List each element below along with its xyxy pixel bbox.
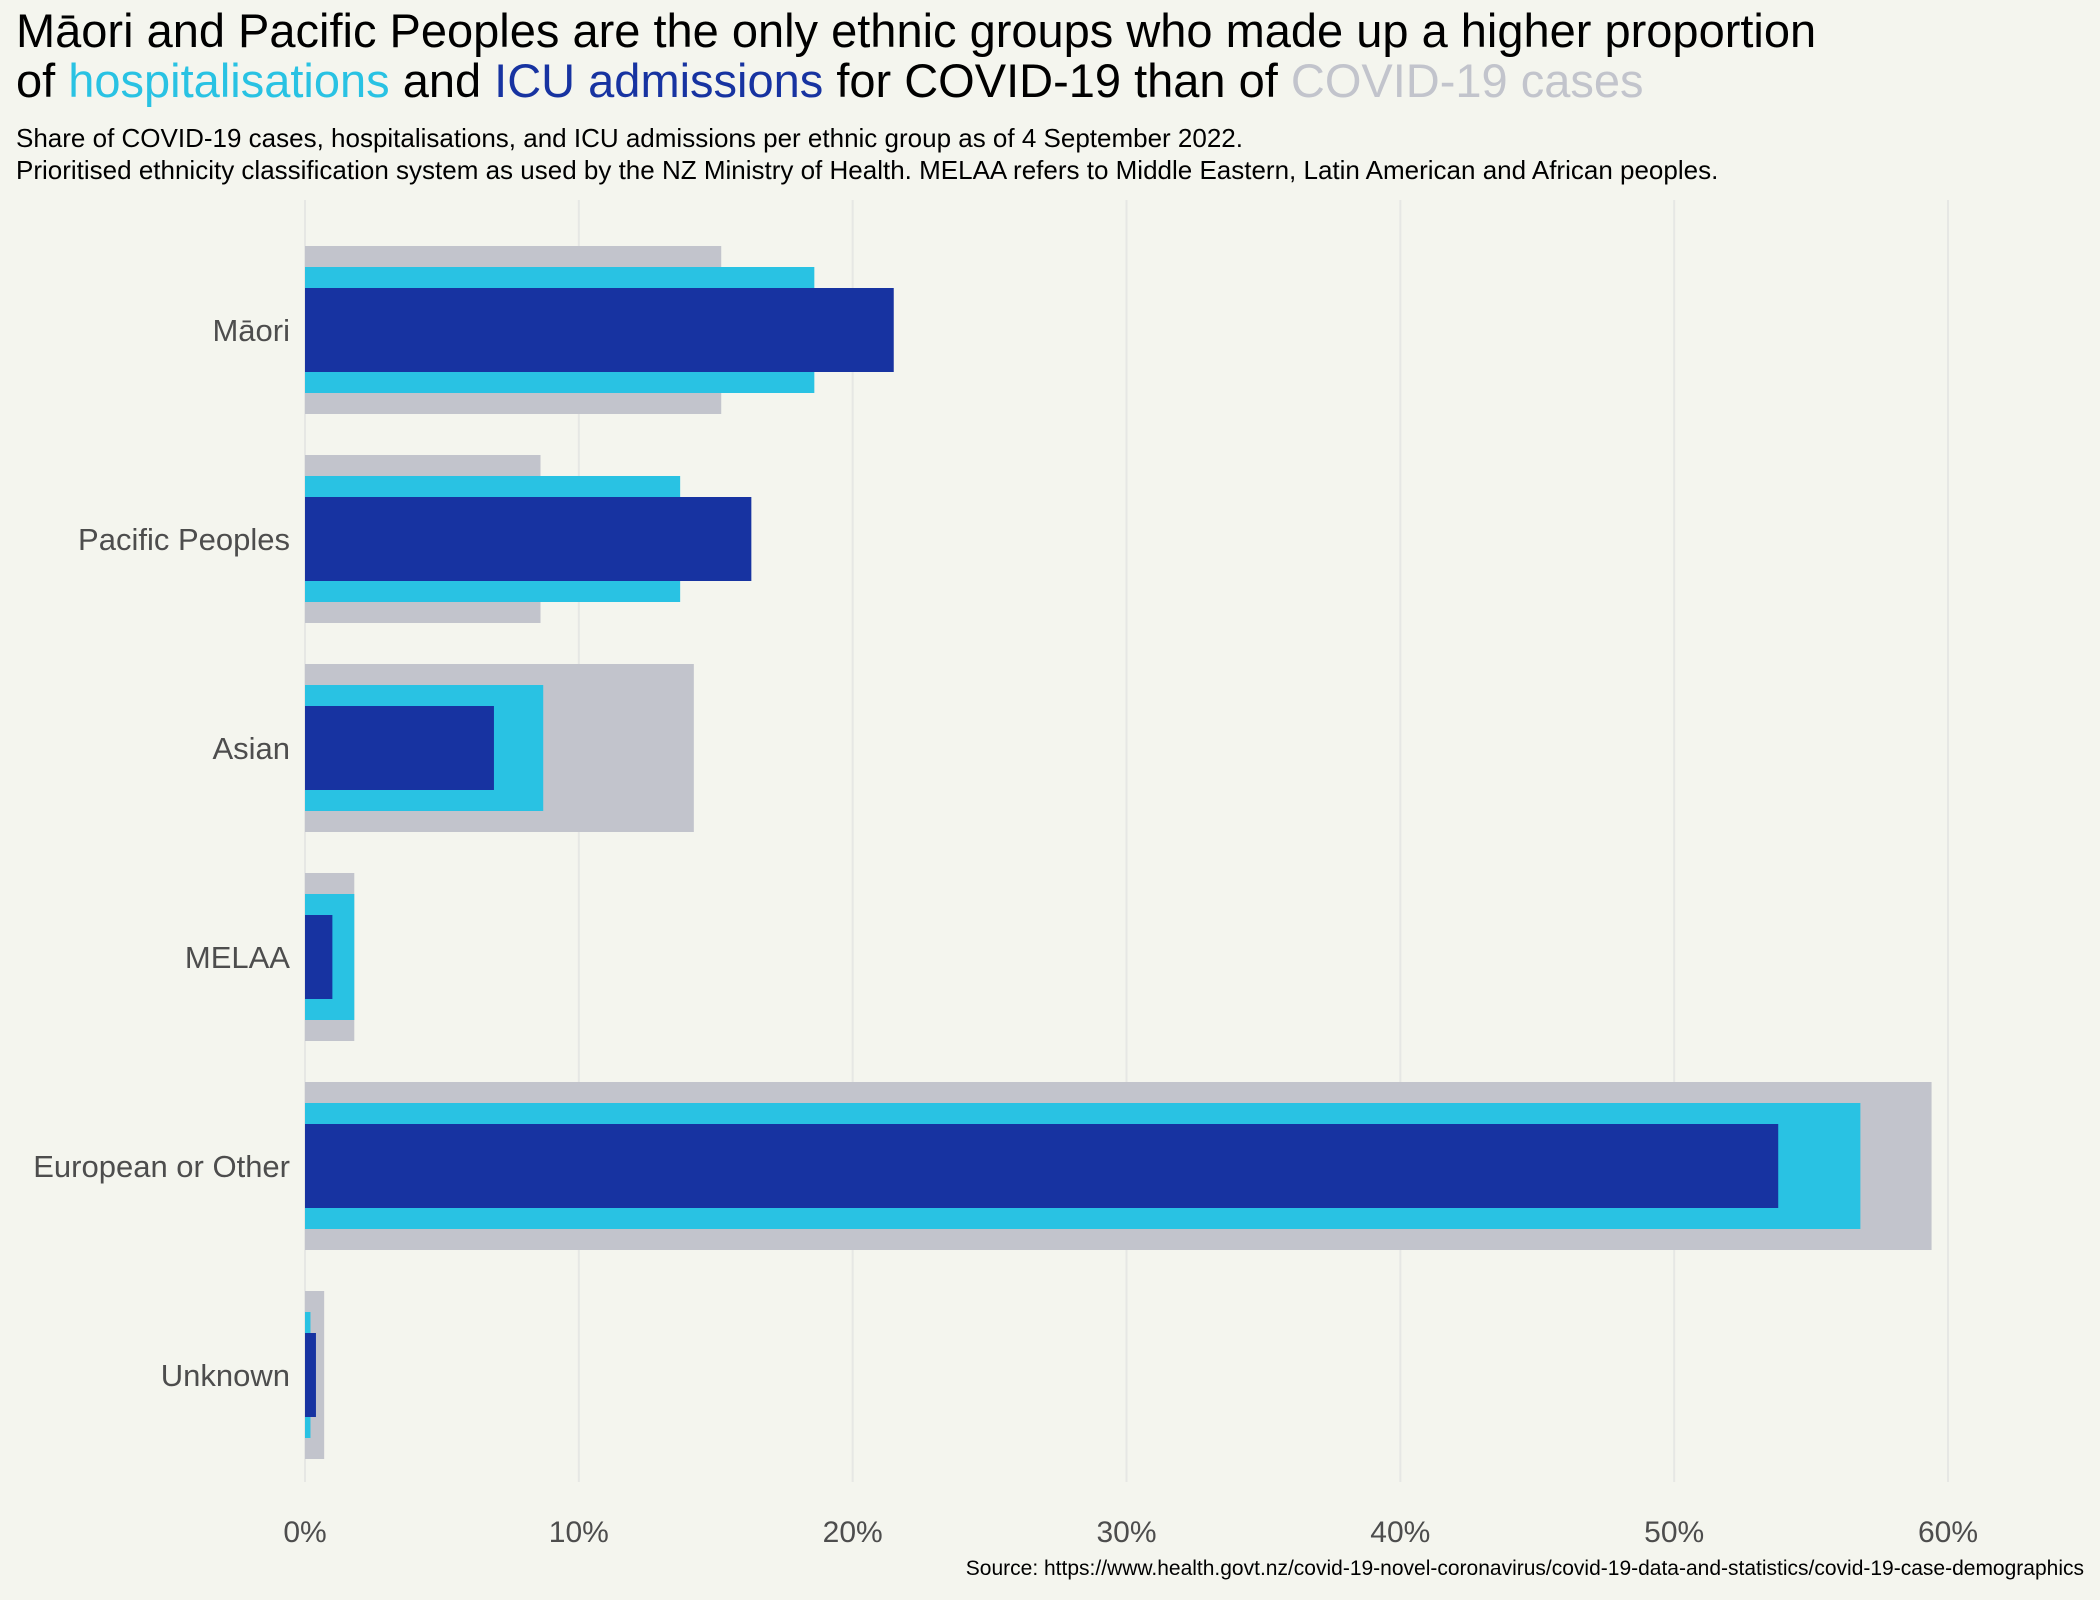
chart-subtitle: Share of COVID-19 cases, hospitalisation… — [16, 122, 2086, 186]
icu-bar — [305, 1124, 1779, 1208]
x-tick-label: 20% — [823, 1516, 883, 1549]
icu-bar — [305, 915, 333, 999]
icu-bar — [305, 706, 494, 790]
subtitle-line1: Share of COVID-19 cases, hospitalisation… — [16, 123, 1243, 153]
title-icu-admissions: ICU admissions — [494, 54, 824, 107]
x-tick-label: 60% — [1918, 1516, 1978, 1549]
title-for: for COVID-19 than of — [836, 54, 1278, 107]
bars — [305, 246, 1932, 1459]
title-and: and — [402, 54, 482, 107]
x-axis-tick-labels: 0% 10% 20% 30% 40% 50% 60% — [283, 1516, 1978, 1549]
x-tick-label: 30% — [1096, 1516, 1156, 1549]
category-label: MELAA — [185, 940, 290, 975]
title-line1: Māori and Pacific Peoples are the only e… — [16, 4, 1817, 57]
category-labels: Māori Pacific Peoples Asian MELAA European o… — [33, 313, 290, 1393]
x-tick-label: 0% — [283, 1516, 326, 1549]
title-covid-cases: COVID-19 cases — [1290, 54, 1644, 107]
subtitle-line2: Prioritised ethnicity classification sys… — [16, 155, 1719, 185]
title-of: of — [16, 54, 56, 107]
category-label: Pacific Peoples — [78, 522, 290, 557]
x-tick-label: 40% — [1370, 1516, 1430, 1549]
icu-bar — [305, 288, 894, 372]
category-label: Unknown — [161, 1358, 290, 1393]
category-label: European or Other — [33, 1149, 290, 1184]
title-hospitalisations: hospitalisations — [68, 54, 390, 107]
icu-bar — [305, 497, 752, 581]
category-label: Māori — [212, 313, 290, 348]
x-tick-label: 50% — [1644, 1516, 1704, 1549]
icu-bar — [305, 1333, 316, 1417]
x-tick-label: 10% — [549, 1516, 609, 1549]
category-label: Asian — [212, 731, 290, 766]
chart-title: Māori and Pacific Peoples are the only e… — [16, 6, 2086, 106]
source-note: Source: https://www.health.govt.nz/covid… — [965, 1557, 2084, 1580]
